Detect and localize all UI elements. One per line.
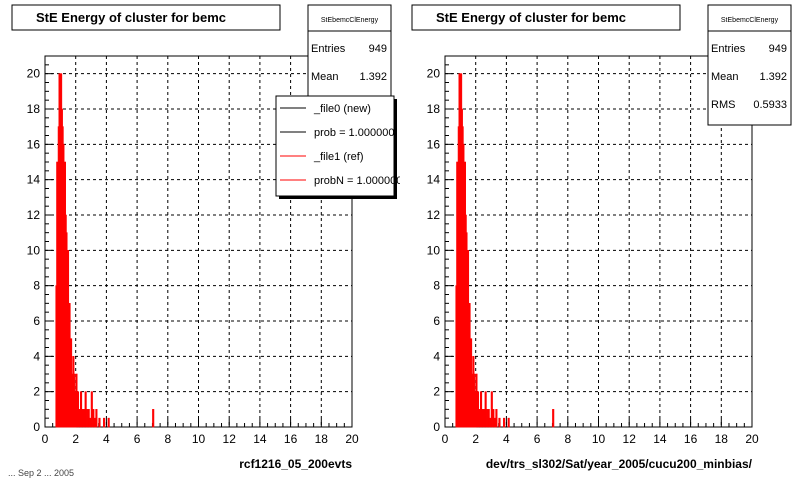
x-tick-label: 10 bbox=[592, 432, 606, 446]
x-tick-label: 14 bbox=[253, 432, 267, 446]
histogram-bin bbox=[152, 409, 155, 428]
legend-label: _file0 (new) bbox=[313, 103, 371, 115]
y-tick-label: 2 bbox=[33, 385, 40, 399]
stats-box bbox=[307, 4, 392, 98]
x-tick-label: 12 bbox=[223, 432, 237, 446]
x-tick-label: 4 bbox=[503, 432, 510, 446]
y-tick-label: 8 bbox=[33, 279, 40, 293]
x-tick-label: 18 bbox=[315, 432, 329, 446]
histogram-bin bbox=[95, 409, 98, 428]
x-tick-label: 0 bbox=[42, 432, 49, 446]
stats-value: 949 bbox=[369, 43, 387, 55]
x-tick-label: 12 bbox=[623, 432, 637, 446]
x-tick-label: 6 bbox=[534, 432, 541, 446]
histogram-bin bbox=[503, 417, 506, 428]
x-tick-label: 8 bbox=[164, 432, 171, 446]
x-tick-label: 2 bbox=[472, 432, 479, 446]
x-tick-label: 16 bbox=[684, 432, 698, 446]
histogram-chart-right: StE Energy of cluster for bemc 0 2 4 6 8 10 12 1… bbox=[411, 4, 792, 471]
histogram-bin bbox=[495, 409, 498, 428]
y-tick-label: 12 bbox=[427, 208, 441, 222]
stats-label: Mean bbox=[711, 71, 739, 83]
y-tick-label: 10 bbox=[27, 243, 41, 257]
y-tick-label: 14 bbox=[27, 173, 41, 187]
stats-label: Mean bbox=[311, 71, 339, 83]
legend-box bbox=[275, 95, 395, 197]
x-tick-label: 20 bbox=[345, 432, 359, 446]
x-tick-label: 0 bbox=[442, 432, 449, 446]
x-tick-label: 8 bbox=[564, 432, 571, 446]
title-box bbox=[11, 4, 281, 31]
y-tick-label: 4 bbox=[433, 349, 440, 363]
x-axis-label: dev/trs_sl302/Sat/year_2005/cucu200_minb… bbox=[486, 457, 753, 471]
x-tick-label: 4 bbox=[103, 432, 110, 446]
x-tick-label: 2 bbox=[72, 432, 79, 446]
stats-value: 1.392 bbox=[759, 71, 787, 83]
histogram-bin bbox=[552, 409, 555, 428]
y-tick-label: 14 bbox=[427, 173, 441, 187]
histogram-bin bbox=[498, 417, 501, 428]
stats-label: Entries bbox=[711, 43, 746, 55]
histogram-bin bbox=[507, 417, 510, 428]
stats-name: StEbemcClEnergy bbox=[321, 17, 379, 24]
y-tick-label: 20 bbox=[427, 67, 441, 81]
y-tick-label: 0 bbox=[433, 420, 440, 434]
y-tick-label: 6 bbox=[33, 314, 40, 328]
stats-box bbox=[707, 4, 792, 126]
histogram-panel-left: StE Energy of cluster for bemc 0 2 4 6 8 10 12 1… bbox=[11, 4, 400, 471]
x-axis-label: rcf1216_05_200evts bbox=[239, 457, 352, 471]
stats-label: RMS bbox=[711, 99, 735, 111]
title-box bbox=[411, 4, 681, 31]
x-tick-label: 10 bbox=[192, 432, 206, 446]
y-tick-label: 18 bbox=[27, 102, 41, 116]
y-tick-label: 16 bbox=[27, 137, 41, 151]
footer-timestamp: ... Sep 2 ... 2005 bbox=[8, 468, 75, 478]
y-tick-label: 20 bbox=[27, 67, 41, 81]
x-tick-label: 6 bbox=[134, 432, 141, 446]
x-tick-label: 16 bbox=[284, 432, 298, 446]
y-tick-label: 10 bbox=[427, 243, 441, 257]
x-tick-label: 14 bbox=[653, 432, 667, 446]
x-tick-label: 18 bbox=[715, 432, 729, 446]
stats-value: 1.392 bbox=[359, 71, 387, 83]
y-tick-label: 2 bbox=[433, 385, 440, 399]
stats-value: 0.5933 bbox=[753, 99, 787, 111]
x-tick-label: 20 bbox=[745, 432, 759, 446]
histogram-bin bbox=[103, 417, 106, 428]
y-tick-label: 12 bbox=[27, 208, 41, 222]
legend-label: probN = 1.000000 bbox=[314, 175, 400, 187]
y-tick-label: 8 bbox=[433, 279, 440, 293]
y-tick-label: 6 bbox=[433, 314, 440, 328]
chart-title: StE Energy of cluster for bemc bbox=[36, 10, 226, 25]
histogram-panel-right: StE Energy of cluster for bemc 0 2 4 6 8 10 12 1… bbox=[400, 0, 800, 480]
stats-name: StEbemcClEnergy bbox=[721, 17, 779, 24]
histogram-chart-left: StE Energy of cluster for bemc 0 2 4 6 8 10 12 1… bbox=[11, 4, 400, 471]
legend-label: prob = 1.000000 bbox=[314, 127, 394, 139]
y-tick-label: 4 bbox=[33, 349, 40, 363]
y-tick-label: 16 bbox=[427, 137, 441, 151]
y-tick-label: 0 bbox=[33, 420, 40, 434]
stats-value: 949 bbox=[769, 43, 787, 55]
histogram-bin bbox=[107, 417, 110, 428]
legend-label: _file1 (ref) bbox=[313, 151, 364, 163]
y-tick-label: 18 bbox=[427, 102, 441, 116]
histogram-bin bbox=[98, 417, 101, 428]
stats-label: Entries bbox=[311, 43, 346, 55]
chart-title: StE Energy of cluster for bemc bbox=[436, 10, 626, 25]
